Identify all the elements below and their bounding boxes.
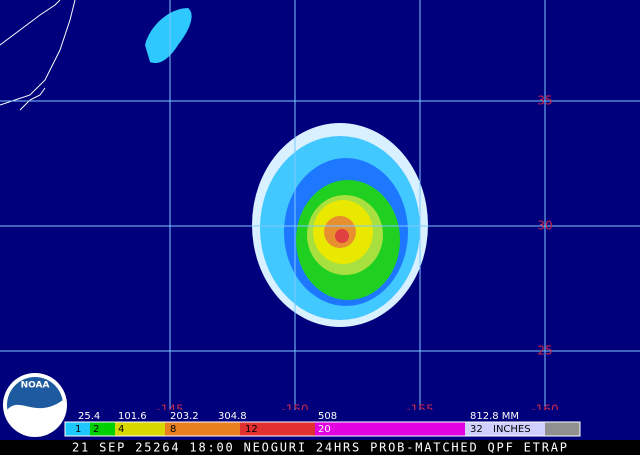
- mm-label: 203.2: [170, 411, 199, 422]
- mm-label: 25.4: [78, 411, 100, 422]
- mm-label: 508: [318, 411, 337, 422]
- coastline: [0, 0, 61, 46]
- coastline: [19, 87, 46, 111]
- inch-label: 1: [75, 424, 81, 435]
- mm-label: 812.8 MM: [470, 411, 519, 422]
- inch-label: 4: [118, 424, 124, 435]
- inch-label: INCHES: [493, 424, 531, 435]
- inch-label: 8: [170, 424, 176, 435]
- noaa-logo: NOAA: [3, 373, 67, 437]
- lat-label: 30: [537, 219, 552, 233]
- mm-label: 304.8: [218, 411, 247, 422]
- footer-bar: [0, 440, 640, 455]
- inch-label: 20: [318, 424, 331, 435]
- inch-label: 2: [93, 424, 99, 435]
- rain-field: [335, 229, 349, 243]
- lat-label: 35: [537, 94, 552, 108]
- inch-label: 12: [245, 424, 258, 435]
- graticule: [0, 0, 640, 420]
- legend-bg: [65, 410, 580, 422]
- footer-text: 21 SEP 25264 18:00 NEOGURI 24HRS PROB-MA…: [72, 441, 567, 455]
- logo-text: NOAA: [21, 381, 50, 391]
- lat-label: 25: [537, 344, 552, 358]
- colorbar: [64, 421, 581, 437]
- rain-field: [145, 8, 192, 64]
- mm-label: 101.6: [118, 411, 147, 422]
- inch-label: 32: [470, 424, 483, 435]
- coastline: [0, 0, 76, 106]
